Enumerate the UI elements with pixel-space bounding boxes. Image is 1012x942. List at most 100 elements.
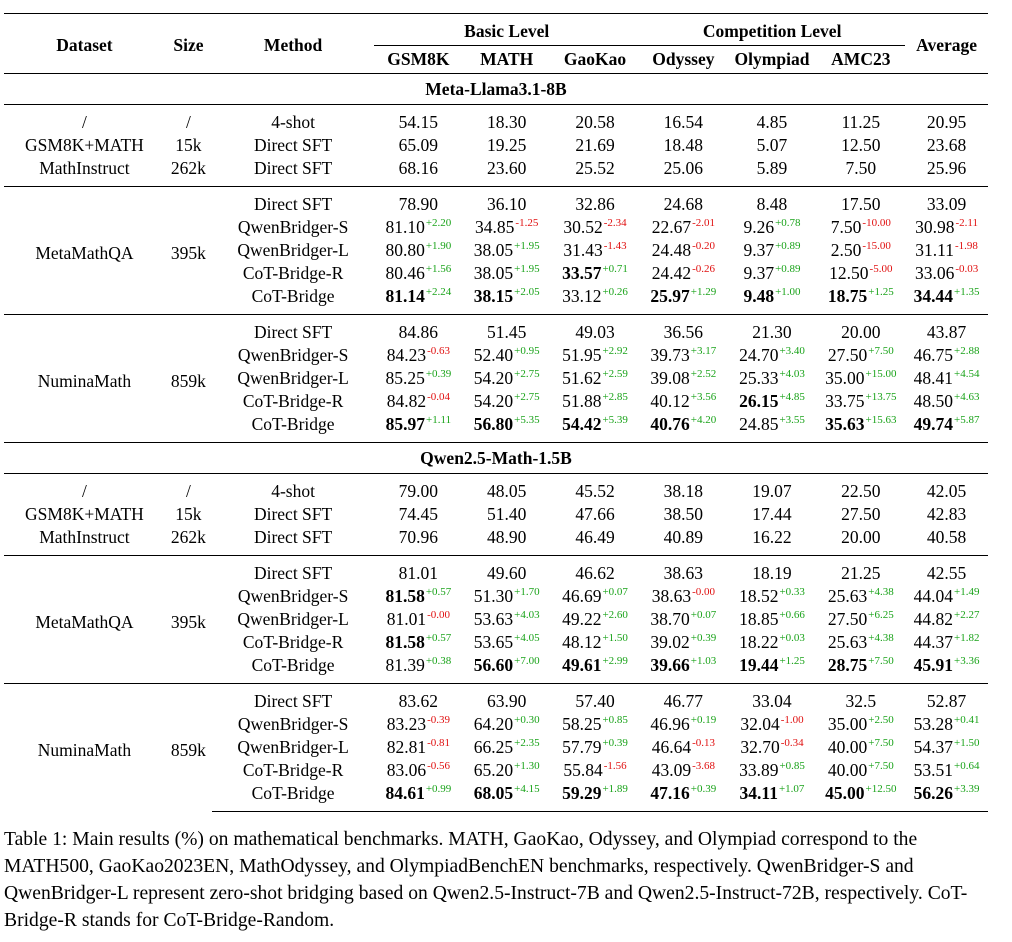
table-row: QwenBridger-S 81.58+0.57 51.30+1.70 46.69+0… [4,585,988,608]
score-cell: 85.97+1.11 [374,413,462,443]
score-cell: 31.43-1.43 [551,239,639,262]
score-cell: 5.07 [728,134,817,157]
delta-increase: +4.63 [954,391,980,403]
score-number: 51.40 [487,504,527,524]
score-cell: 38.50 [639,503,727,526]
score-value: 84.82-0.04 [387,390,450,413]
delta-increase: +2.35 [514,737,540,749]
method-cell: QwenBridger-L [237,368,349,388]
score-value: 81.58+0.57 [385,631,451,654]
score-value: 20.95 [927,111,966,134]
score-number: 24.85 [739,414,779,434]
score-cell: 40.76+4.20 [639,413,727,443]
score-number: 42.55 [926,563,967,583]
score-cell: 84.86 [374,314,463,344]
score-value: 46.69+0.07 [562,585,628,608]
score-number: 40.00 [827,760,868,780]
header-benchmark: GSM8K [387,49,450,69]
score-number: 18.75 [827,286,868,306]
delta-increase: +7.50 [868,655,894,667]
score-value: 38.63-0.00 [652,585,715,608]
score-cell: 8.48 [727,186,817,216]
score-cell: 80.46+1.56 [374,262,462,285]
average-cell: 31.11-1.98 [905,239,988,262]
table-row: //4-shot 54.15 18.30 20.58 16.54 4.85 11.25 20.… [4,104,988,134]
score-number: 22.67 [651,217,692,237]
size-cell: / [164,104,212,134]
score-cell: 39.66+1.03 [639,654,727,684]
score-value: 40.00+7.50 [828,736,894,759]
score-number: 19.25 [487,135,527,155]
score-number: 48.05 [487,481,527,501]
method-cell: 4-shot [211,104,375,134]
score-number: 35.00 [827,714,868,734]
score-value: 32.5 [846,690,877,713]
score-number: 38.63 [663,563,704,583]
score-cell: 36.10 [462,186,551,216]
score-number: 38.63 [651,586,692,606]
delta-increase: +3.17 [690,345,717,357]
score-number: 25.63 [827,586,868,606]
score-cell: 38.15+2.05 [463,285,551,315]
score-cell: 26.15+4.85 [728,390,817,413]
score-cell: 38.05+1.95 [463,239,551,262]
score-value: 11.25 [841,111,880,134]
score-value: 24.48-0.20 [652,239,715,262]
table-row: CoT-Bridge 84.61+0.99 68.05+4.15 59.29+1.89… [4,782,988,812]
score-cell: 65.20+1.30 [463,759,551,782]
score-number: 33.89 [739,760,779,780]
score-value: 39.66+1.03 [650,654,716,677]
delta-increase: +4.38 [868,586,894,598]
delta-decrease: -1.56 [603,760,627,772]
score-number: 64.20 [473,714,514,734]
table-caption: Table 1: Main results (%) on mathematica… [4,829,968,931]
score-value: 25.63+4.38 [828,631,894,654]
score-number: 81.01 [398,563,439,583]
score-number: 46.49 [575,527,615,547]
score-number: 53.65 [473,632,514,652]
score-cell: 32.5 [816,683,906,713]
score-value: 25.52 [575,157,614,180]
score-value: 24.42-0.26 [652,262,715,285]
score-number: 47.66 [575,504,615,524]
score-value: 18.48 [664,134,703,157]
score-cell: 48.12+1.50 [551,631,639,654]
delta-increase: +5.87 [954,414,980,426]
score-number: 83.23 [386,714,427,734]
score-value: 5.89 [757,157,788,180]
delta-increase: +1.00 [775,286,801,298]
score-cell: 64.20+0.30 [463,713,551,736]
score-number: 20.58 [575,112,615,132]
average-cell: 48.41+4.54 [905,367,988,390]
score-value: 81.10+2.20 [385,216,451,239]
delta-increase: +13.75 [865,391,897,403]
table-body: Meta-Llama3.1-8B //4-shot 54.15 18.30 20.58 1… [4,73,988,812]
score-number: 23.60 [487,158,527,178]
score-number: 45.91 [913,655,954,675]
score-value: 51.30+1.70 [474,585,540,608]
delta-increase: +4.20 [690,414,717,426]
score-value: 4.85 [757,111,788,134]
delta-increase: +15.00 [865,368,897,380]
table-row: GSM8K+MATH 15k Direct SFT 65.09 19.25 21.69 18… [4,134,988,157]
score-cell: 34.85-1.25 [463,216,551,239]
score-cell: 53.63+4.03 [463,608,551,631]
delta-increase: +2.75 [514,391,540,403]
score-value: 25.63+4.38 [828,585,894,608]
score-value: 81.01-0.00 [387,608,450,631]
delta-increase: +2.59 [602,368,628,380]
score-cell: 49.60 [462,555,551,585]
score-cell: 20.00 [816,314,906,344]
score-cell: 46.62 [550,555,640,585]
score-cell: 38.05+1.95 [463,262,551,285]
score-value: 68.05+4.15 [474,782,540,805]
score-number: 54.20 [473,391,514,411]
dataset-cell: / [4,104,165,134]
delta-increase: +0.99 [425,783,452,795]
delta-increase: +1.03 [690,655,717,667]
delta-decrease: -0.34 [780,737,804,749]
delta-increase: +5.39 [602,414,628,426]
delta-increase: +4.05 [514,632,540,644]
score-cell: 16.54 [639,104,728,134]
delta-increase: +0.39 [602,737,628,749]
